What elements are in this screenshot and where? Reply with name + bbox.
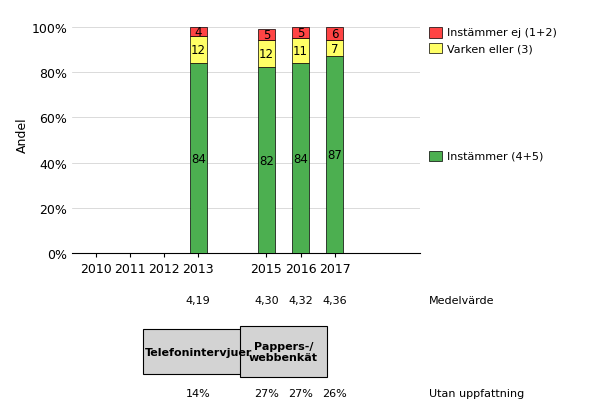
Bar [258,41,275,68]
Text: 26%: 26% [322,388,347,398]
Bar [326,28,343,41]
Text: Instämmer ej (1+2): Instämmer ej (1+2) [446,28,556,38]
Bar [326,57,343,254]
Text: 4,32: 4,32 [288,296,313,306]
Bar [258,68,275,254]
Text: 27%: 27% [254,388,279,398]
Text: 14%: 14% [186,388,211,398]
Text: Medelvärde: Medelvärde [429,296,494,306]
Text: Instämmer (4+5): Instämmer (4+5) [446,151,543,162]
Text: 4,36: 4,36 [322,296,347,306]
Text: 4,19: 4,19 [186,296,211,306]
Text: 11: 11 [293,45,308,58]
Text: 84: 84 [191,152,206,165]
Text: 87: 87 [327,149,342,162]
Text: 12: 12 [191,44,206,57]
Bar [190,37,207,64]
Text: 7: 7 [331,43,338,56]
Text: 12: 12 [259,48,274,61]
Text: 5: 5 [263,29,270,42]
Bar [326,41,343,57]
Text: 82: 82 [259,155,274,167]
Text: 5: 5 [297,27,304,40]
Text: 4: 4 [194,26,202,39]
Bar [190,64,207,254]
Text: Telefonintervjuer: Telefonintervjuer [145,347,252,357]
Text: Varken eller (3): Varken eller (3) [446,44,532,54]
Bar [258,30,275,41]
Y-axis label: Andel: Andel [16,117,28,153]
Text: 84: 84 [293,152,308,165]
Bar [292,39,309,64]
Text: Utan uppfattning: Utan uppfattning [429,388,524,398]
Text: 4,30: 4,30 [254,296,279,306]
Text: 27%: 27% [288,388,313,398]
Bar [190,28,207,37]
Text: Pappers-/
webbenkät: Pappers-/ webbenkät [249,341,318,362]
Text: 6: 6 [331,28,338,41]
Bar [292,28,309,39]
Bar [292,64,309,254]
